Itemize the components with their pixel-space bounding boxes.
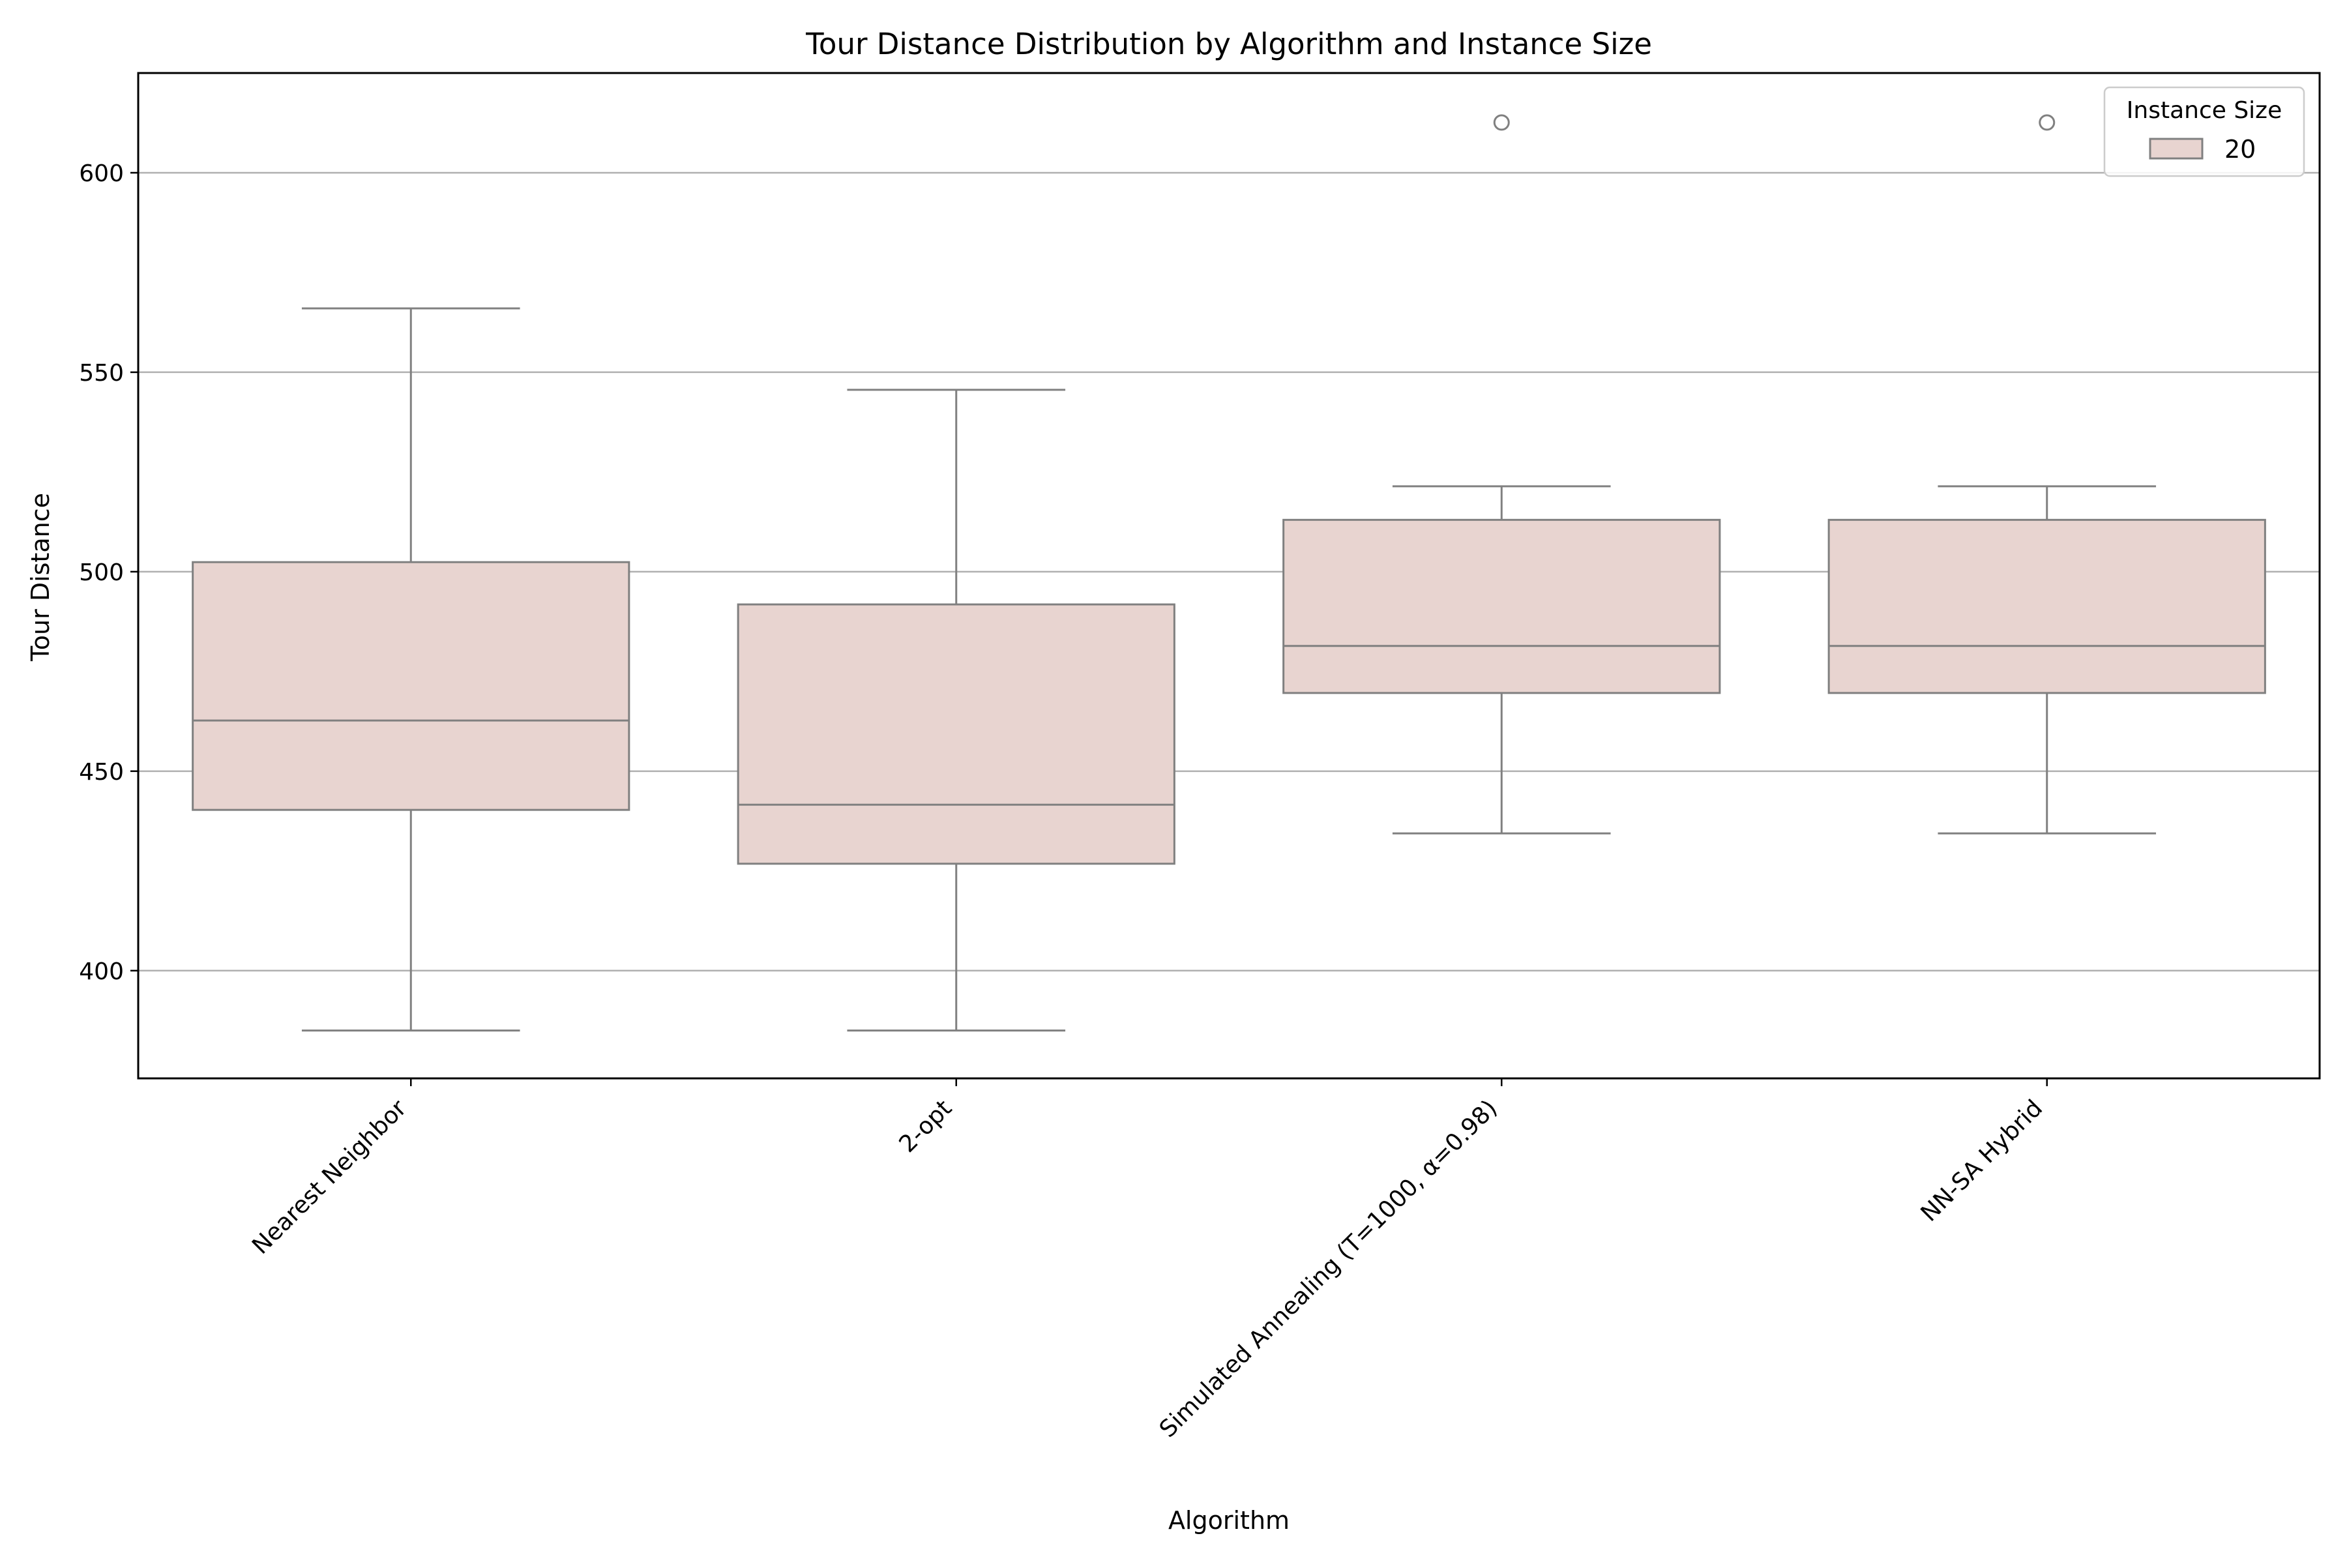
chart-title: Tour Distance Distribution by Algorithm …	[805, 27, 1652, 61]
box-iqr	[737, 603, 1175, 865]
outlier-point	[2039, 114, 2056, 131]
y-tick-label: 400	[79, 958, 124, 985]
box-iqr	[1282, 518, 1721, 694]
boxes	[192, 114, 2266, 1032]
y-axis-label: Tour Distance	[26, 493, 55, 662]
y-tick-label: 600	[79, 160, 124, 187]
y-tick-label: 450	[79, 759, 124, 786]
box-iqr	[192, 561, 630, 811]
legend-swatch	[2149, 138, 2204, 160]
outlier-point	[1493, 114, 1510, 131]
box-iqr	[1827, 518, 2266, 694]
y-tick-label: 550	[79, 360, 124, 387]
y-tick-label: 500	[79, 559, 124, 586]
legend-entry-label: 20	[2224, 135, 2256, 164]
legend-title: Instance Size	[2127, 97, 2282, 124]
legend: Instance Size 20	[2103, 86, 2305, 177]
x-axis-label: Algorithm	[1168, 1506, 1290, 1535]
plot-frame	[137, 72, 2321, 1080]
